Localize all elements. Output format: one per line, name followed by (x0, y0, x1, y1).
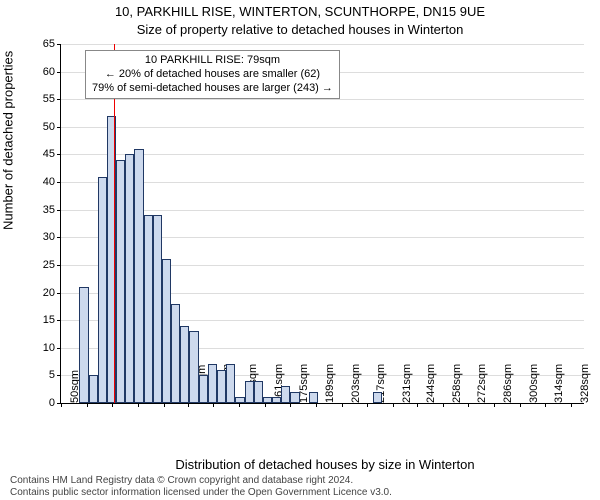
y-tick: 50 (43, 121, 61, 133)
annotation-line-3: 79% of semi-detached houses are larger (… (92, 82, 333, 94)
histogram-bar (180, 326, 189, 403)
y-tick: 20 (43, 287, 61, 299)
y-tick: 40 (43, 176, 61, 188)
histogram-bar (217, 370, 226, 403)
y-tick: 25 (43, 259, 61, 271)
y-tick: 10 (43, 342, 61, 354)
y-axis-label: Number of detached properties (1, 51, 16, 230)
x-tick-label: 272sqm (472, 364, 488, 403)
x-tick-label: 189sqm (320, 364, 336, 403)
histogram-bar (125, 154, 134, 403)
x-tick-mark (213, 403, 214, 407)
histogram-bar (254, 381, 263, 403)
histogram-bar (134, 149, 143, 403)
x-tick-mark (87, 403, 88, 407)
page-title: 10, PARKHILL RISE, WINTERTON, SCUNTHORPE… (0, 4, 600, 19)
annotation-line-2: ← 20% of detached houses are smaller (62… (105, 68, 320, 80)
y-tick: 60 (43, 66, 61, 78)
histogram-plot: 0510152025303540455055606550sqm64sqm78sq… (60, 44, 584, 404)
histogram-bar (290, 392, 299, 403)
y-tick: 45 (43, 148, 61, 160)
histogram-bar (235, 397, 244, 403)
histogram-bar (162, 259, 171, 403)
x-tick-label: 258sqm (447, 364, 463, 403)
annotation-line-1: 10 PARKHILL RISE: 79sqm (145, 54, 280, 66)
x-tick-mark (342, 403, 343, 407)
y-tick: 30 (43, 231, 61, 243)
histogram-bar (309, 392, 318, 403)
x-tick-mark (112, 403, 113, 407)
y-tick: 35 (43, 204, 61, 216)
histogram-bar (281, 386, 290, 403)
x-tick-mark (443, 403, 444, 407)
histogram-bar (153, 215, 162, 403)
x-tick-label: 244sqm (421, 364, 437, 403)
x-tick-mark (468, 403, 469, 407)
x-tick-mark (138, 403, 139, 407)
histogram-bar (89, 375, 98, 403)
y-tick: 65 (43, 38, 61, 50)
histogram-bar (98, 177, 107, 403)
x-tick-mark (571, 403, 572, 407)
x-axis-label: Distribution of detached houses by size … (60, 457, 590, 472)
footer-line-1: Contains HM Land Registry data © Crown c… (10, 475, 353, 486)
annotation-box: 10 PARKHILL RISE: 79sqm ← 20% of detached… (85, 50, 340, 99)
x-tick-label: 328sqm (575, 364, 591, 403)
histogram-bar (373, 392, 382, 403)
histogram-bar (189, 331, 198, 403)
histogram-bar (208, 364, 217, 403)
histogram-bar (263, 397, 272, 403)
x-tick-mark (265, 403, 266, 407)
x-tick-mark (316, 403, 317, 407)
x-tick-mark (188, 403, 189, 407)
x-tick-mark (164, 403, 165, 407)
histogram-bar (79, 287, 88, 403)
page-subtitle: Size of property relative to detached ho… (0, 22, 600, 37)
x-tick-mark (239, 403, 240, 407)
footer-text: Contains HM Land Registry data © Crown c… (10, 475, 392, 498)
gridline (61, 127, 584, 128)
x-tick-label: 300sqm (524, 364, 540, 403)
x-tick-mark (367, 403, 368, 407)
y-tick: 0 (49, 397, 61, 409)
gridline (61, 99, 584, 100)
histogram-bar (171, 304, 180, 403)
x-tick-mark (61, 403, 62, 407)
gridline (61, 44, 584, 45)
histogram-bar (226, 364, 235, 403)
x-tick-mark (290, 403, 291, 407)
histogram-bar (144, 215, 153, 403)
x-tick-mark (393, 403, 394, 407)
footer-line-2: Contains public sector information licen… (10, 487, 392, 498)
x-tick-mark (494, 403, 495, 407)
x-tick-mark (417, 403, 418, 407)
histogram-bar (272, 397, 281, 403)
x-tick-label: 286sqm (498, 364, 514, 403)
y-tick: 55 (43, 93, 61, 105)
histogram-bar (116, 160, 125, 403)
x-tick-label: 231sqm (397, 364, 413, 403)
histogram-bar (199, 375, 208, 403)
x-tick-label: 314sqm (549, 364, 565, 403)
x-tick-mark (545, 403, 546, 407)
x-tick-label: 203sqm (346, 364, 362, 403)
y-tick: 5 (49, 369, 61, 381)
x-tick-mark (520, 403, 521, 407)
y-tick: 15 (43, 314, 61, 326)
histogram-bar (245, 381, 254, 403)
